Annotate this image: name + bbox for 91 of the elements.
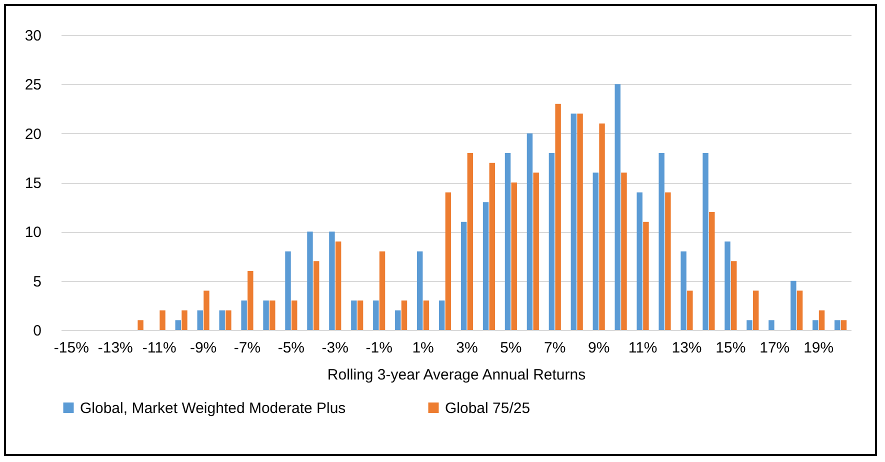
bar [746, 320, 752, 330]
bar [555, 104, 561, 330]
y-tick-label: 0 [33, 322, 42, 340]
bar [570, 114, 577, 330]
x-tick-label: -7% [234, 340, 261, 356]
legend-label: Global, Market Weighted Moderate Plus [80, 400, 346, 417]
bar [182, 310, 188, 330]
bar [460, 222, 467, 330]
y-tick-label: 20 [24, 126, 42, 143]
bar [548, 153, 555, 330]
bar [395, 310, 401, 330]
x-tick-label: 1% [412, 340, 434, 356]
legend-label: Global 75/25 [445, 400, 530, 417]
bar [796, 290, 803, 330]
bar [687, 290, 693, 330]
bar [840, 320, 847, 330]
bar [709, 212, 715, 330]
bar [643, 222, 649, 330]
x-tick-label: -15% [54, 340, 89, 356]
bar [818, 310, 825, 330]
bar [313, 261, 320, 330]
bar [731, 261, 737, 330]
bar [680, 251, 686, 330]
x-tick-label: 3% [456, 340, 478, 356]
x-tick-label: -3% [322, 340, 348, 356]
bar [533, 172, 539, 330]
bar [482, 202, 489, 330]
bar [335, 242, 342, 330]
x-tick-label: -9% [190, 340, 217, 356]
x-tick-label: -13% [98, 340, 133, 356]
bar [416, 251, 423, 330]
y-tick-label: 15 [24, 175, 42, 192]
bar [511, 182, 517, 330]
bar [636, 192, 642, 330]
bar [445, 192, 452, 330]
x-tick-label: 19% [804, 340, 834, 356]
bar [197, 310, 203, 330]
bar [263, 300, 269, 330]
x-tick-label: 15% [716, 340, 746, 356]
x-tick-label: 11% [628, 340, 658, 356]
x-tick-label: -11% [142, 340, 176, 356]
bar [175, 320, 181, 330]
bar [373, 300, 379, 330]
bar [204, 290, 210, 330]
bar [665, 192, 671, 330]
bar [241, 300, 247, 330]
y-tick-label: 10 [24, 224, 42, 242]
x-tick-label: -1% [366, 340, 392, 356]
bar [658, 153, 664, 330]
bar [285, 251, 291, 330]
bar [599, 124, 605, 330]
bar [702, 153, 708, 330]
y-tick-label: 5 [33, 273, 42, 290]
bar [307, 232, 313, 330]
bar [401, 300, 408, 330]
x-axis-title: Rolling 3-year Average Annual Returns [327, 366, 586, 384]
bar [504, 153, 511, 330]
bar [357, 300, 364, 330]
bar [138, 320, 144, 330]
bar [292, 300, 298, 330]
x-tick-label: 7% [544, 340, 566, 356]
x-tick-label: 9% [588, 340, 610, 356]
y-tick-label: 30 [24, 28, 42, 44]
bar [526, 133, 533, 330]
bar [248, 271, 254, 330]
bar [226, 310, 232, 330]
bar [812, 320, 818, 330]
bar [438, 300, 445, 330]
bar [467, 153, 474, 330]
bar [379, 251, 386, 330]
bar [790, 280, 796, 330]
bar [351, 300, 357, 330]
bar [160, 310, 166, 330]
x-tick-label: 17% [760, 340, 790, 356]
bar [768, 320, 774, 330]
bar [834, 320, 840, 330]
bar [219, 310, 225, 330]
x-tick-label: 13% [672, 340, 702, 356]
bar [329, 232, 335, 330]
bar [423, 300, 430, 330]
bar [270, 300, 276, 330]
y-tick-label: 25 [24, 76, 42, 94]
x-tick-label: -5% [278, 340, 305, 356]
bar [724, 242, 730, 330]
bar [621, 172, 627, 330]
bar [752, 290, 759, 330]
bar [592, 172, 599, 330]
x-tick-label: 5% [500, 340, 522, 356]
bar [489, 162, 496, 330]
bar [614, 84, 620, 330]
bar [577, 114, 583, 330]
